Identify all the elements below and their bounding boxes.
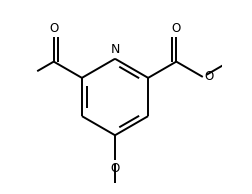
Text: O: O: [110, 162, 119, 175]
Text: O: O: [49, 22, 58, 35]
Text: O: O: [203, 70, 212, 83]
Text: N: N: [110, 43, 119, 56]
Text: O: O: [171, 22, 180, 35]
